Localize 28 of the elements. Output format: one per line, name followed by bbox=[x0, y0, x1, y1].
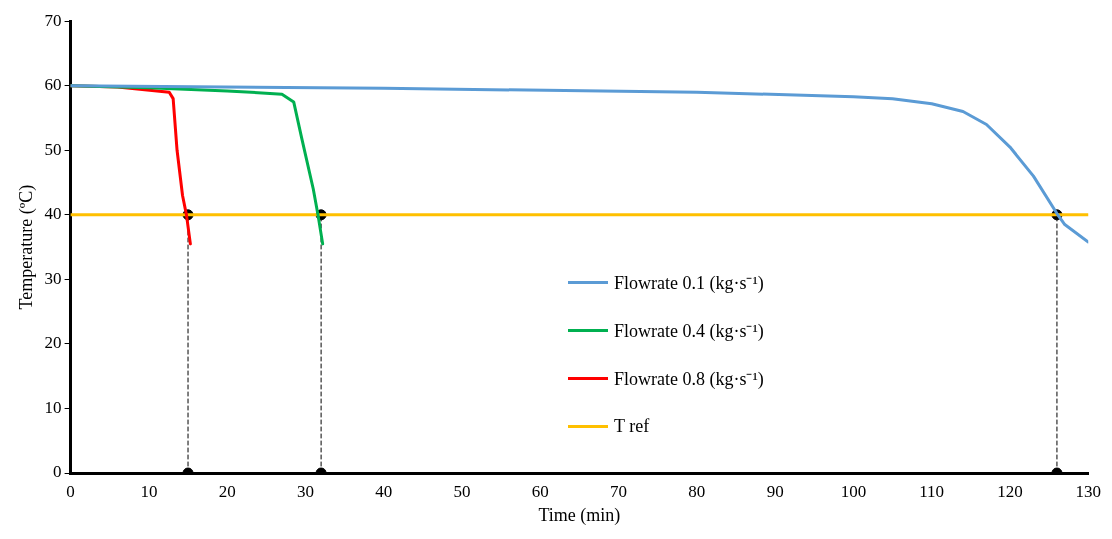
legend-label: Flowrate 0.4 (kg·s⁻¹) bbox=[614, 320, 764, 342]
x-tick-label: 70 bbox=[610, 481, 628, 501]
y-tick-label: 30 bbox=[44, 268, 62, 288]
x-tick-label: 60 bbox=[531, 481, 549, 501]
x-tick-label: 10 bbox=[140, 481, 158, 501]
x-tick-label: 80 bbox=[688, 481, 706, 501]
y-tick-label: 50 bbox=[44, 139, 62, 159]
legend-label: Flowrate 0.1 (kg·s⁻¹) bbox=[614, 272, 764, 294]
x-tick-label: 130 bbox=[1075, 481, 1101, 501]
y-tick-label: 60 bbox=[44, 75, 62, 95]
x-tick-label: 40 bbox=[375, 481, 393, 501]
x-tick-label: 50 bbox=[453, 481, 471, 501]
y-tick-label: 70 bbox=[44, 10, 62, 30]
x-tick-label: 30 bbox=[296, 481, 314, 501]
x-tick-label: 100 bbox=[840, 481, 867, 501]
x-tick-label: 20 bbox=[218, 481, 236, 501]
x-tick-label: 0 bbox=[66, 481, 75, 501]
x-tick-label: 90 bbox=[766, 481, 784, 501]
legend-label: Flowrate 0.8 (kg·s⁻¹) bbox=[614, 368, 764, 390]
x-tick-label: 110 bbox=[919, 481, 945, 501]
y-tick-label: 10 bbox=[44, 397, 62, 417]
x-axis-title: Time (min) bbox=[538, 504, 621, 526]
x-tick-label: 120 bbox=[997, 481, 1023, 501]
y-axis-title: Temperature (ºC) bbox=[15, 184, 37, 310]
y-tick-label: 40 bbox=[44, 204, 62, 224]
legend-label: T ref bbox=[614, 415, 650, 437]
y-tick-label: 20 bbox=[44, 333, 62, 353]
y-tick-label: 0 bbox=[53, 462, 62, 482]
